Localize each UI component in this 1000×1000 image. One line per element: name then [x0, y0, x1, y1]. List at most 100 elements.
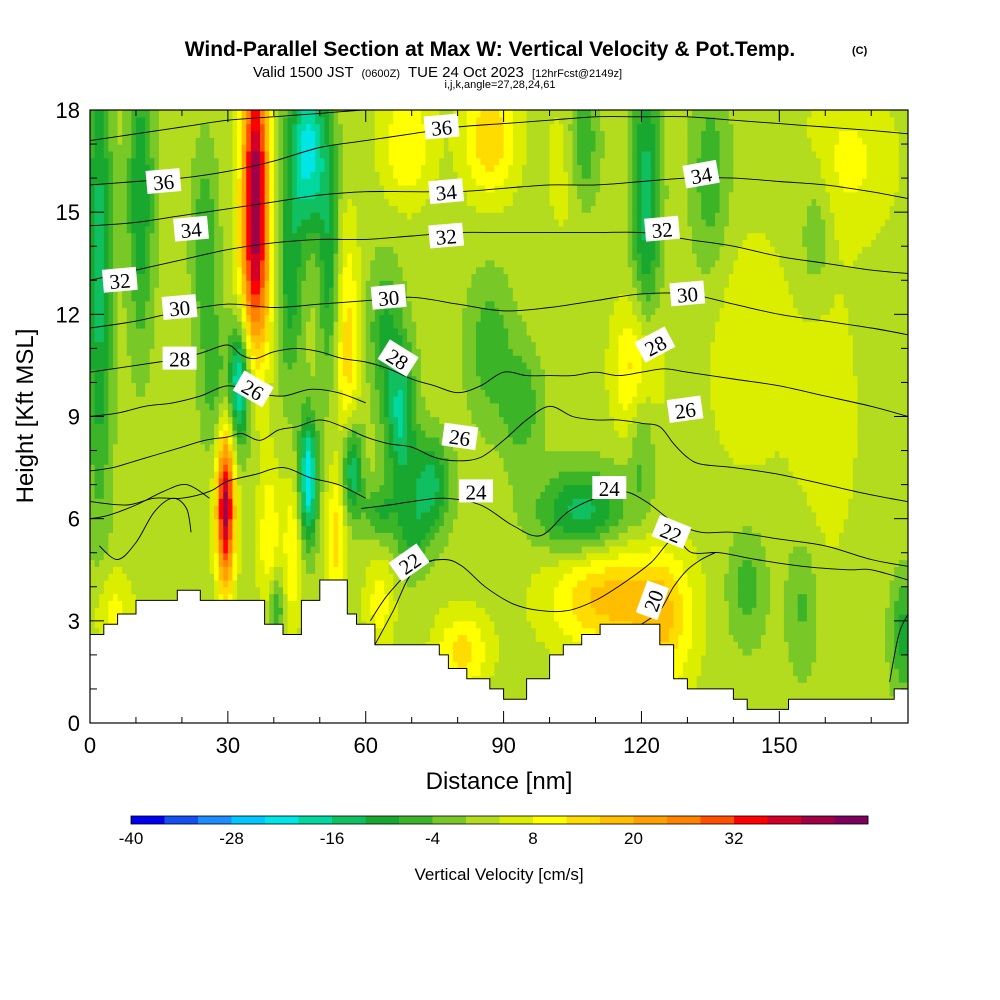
w-cell	[774, 539, 780, 547]
w-cell	[692, 545, 698, 554]
w-cell	[797, 682, 803, 690]
w-cell	[140, 586, 146, 595]
w-cell	[581, 607, 587, 615]
w-cell	[264, 586, 270, 595]
w-cell	[90, 586, 96, 595]
w-cell	[692, 600, 698, 608]
w-cell	[273, 539, 280, 547]
w-cell	[503, 586, 509, 595]
w-cell	[103, 525, 109, 533]
w-cell	[393, 607, 399, 615]
w-cell	[246, 559, 252, 567]
w-cell	[701, 552, 707, 561]
w-cell	[788, 545, 794, 554]
w-cell	[462, 661, 468, 670]
w-cell	[489, 675, 496, 683]
w-cell	[287, 552, 293, 561]
w-cell	[269, 579, 275, 588]
w-cell	[880, 532, 886, 540]
w-cell	[204, 566, 211, 574]
w-cell	[112, 579, 119, 588]
w-cell	[852, 607, 859, 615]
w-cell	[347, 545, 353, 554]
w-cell	[227, 593, 234, 601]
w-cell	[705, 675, 711, 683]
w-cell	[122, 600, 128, 608]
w-cell	[586, 552, 592, 561]
w-cell	[880, 620, 886, 629]
w-cell	[788, 675, 794, 683]
w-cell	[535, 634, 541, 642]
w-cell	[457, 593, 463, 601]
w-cell	[636, 566, 643, 574]
w-cell	[535, 661, 541, 670]
w-cell	[494, 634, 500, 642]
w-cell	[852, 627, 859, 636]
w-cell	[751, 559, 757, 567]
w-cell	[218, 593, 224, 601]
w-cell	[802, 648, 808, 656]
w-cell	[806, 566, 813, 574]
w-cell	[710, 552, 716, 561]
w-cell	[581, 532, 587, 540]
w-cell	[425, 573, 431, 581]
w-cell	[140, 559, 146, 567]
w-cell	[204, 586, 211, 595]
w-cell	[678, 648, 684, 656]
w-cell	[255, 566, 261, 574]
w-cell	[692, 573, 698, 581]
w-cell	[724, 620, 730, 629]
w-cell	[664, 539, 670, 547]
w-cell	[443, 545, 450, 554]
w-cell	[889, 539, 895, 547]
w-cell	[508, 641, 514, 649]
w-cell	[737, 532, 744, 540]
w-cell	[806, 682, 813, 690]
w-cell	[544, 641, 551, 649]
w-cell	[843, 675, 849, 683]
w-cell	[292, 559, 298, 567]
w-cell	[655, 573, 661, 581]
w-cell	[604, 532, 610, 540]
w-cell	[402, 607, 408, 615]
w-cell	[531, 634, 537, 642]
w-cell	[397, 627, 404, 636]
w-cell	[117, 552, 123, 561]
w-cell	[871, 627, 877, 636]
w-cell	[283, 586, 289, 595]
w-cell	[264, 579, 270, 588]
w-cell	[397, 614, 404, 622]
w-cell	[131, 586, 137, 595]
w-cell	[310, 559, 316, 567]
w-cell	[770, 675, 776, 683]
w-cell	[361, 579, 367, 588]
w-cell	[494, 668, 500, 676]
w-cell	[402, 620, 408, 629]
w-cell	[191, 552, 197, 561]
w-cell	[443, 593, 450, 601]
w-cell	[448, 552, 454, 561]
w-cell	[866, 614, 872, 622]
w-cell	[894, 614, 900, 622]
w-cell	[512, 648, 518, 656]
w-cell	[122, 573, 128, 581]
w-cell	[632, 552, 638, 561]
w-cell	[806, 559, 813, 567]
w-cell	[544, 552, 551, 561]
w-cell	[802, 661, 808, 670]
w-cell	[692, 586, 698, 595]
w-cell	[705, 641, 711, 649]
w-cell	[296, 579, 302, 588]
w-cell	[103, 579, 109, 588]
w-cell	[494, 675, 500, 683]
w-cell	[241, 573, 247, 581]
w-cell	[797, 593, 803, 601]
w-cell	[793, 641, 799, 649]
w-cell	[209, 539, 215, 547]
w-cell	[544, 634, 551, 642]
w-cell	[714, 539, 721, 547]
w-cell	[825, 552, 831, 561]
w-cell	[696, 654, 702, 663]
w-cell	[397, 593, 404, 601]
w-cell	[595, 559, 601, 567]
